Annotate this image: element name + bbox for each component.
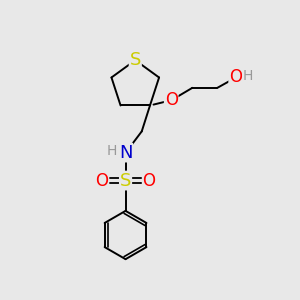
Text: O: O [229, 68, 242, 86]
Text: H: H [107, 144, 117, 158]
Text: N: N [119, 144, 132, 162]
Text: O: O [165, 91, 178, 109]
Text: H: H [243, 69, 253, 83]
Text: S: S [130, 51, 141, 69]
Text: S: S [120, 172, 131, 190]
Text: O: O [95, 172, 109, 190]
Text: O: O [142, 172, 156, 190]
